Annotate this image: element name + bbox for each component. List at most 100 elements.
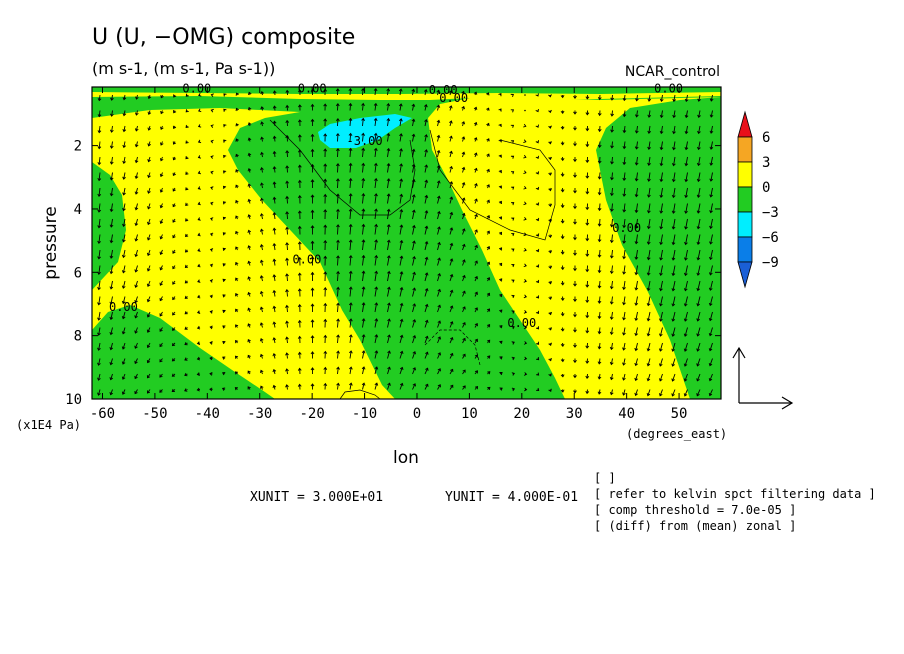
vector-arrowhead (486, 92, 490, 96)
vector-arrowhead (548, 373, 552, 377)
vector-arrowhead (436, 89, 441, 93)
vector-arrow (647, 327, 651, 336)
vector-arrowhead (659, 98, 664, 102)
vector-arrowhead (209, 356, 213, 361)
vector-arrowhead (361, 117, 365, 121)
vector-arrowhead (310, 240, 315, 244)
vector-arrowhead (310, 103, 315, 107)
vector-arrowhead (386, 239, 391, 243)
vector-arrow (635, 265, 638, 275)
vector-arrowhead (222, 294, 226, 298)
vector-arrow (349, 287, 352, 297)
vector-arrowhead (310, 383, 315, 387)
vector-arrowhead (310, 133, 315, 137)
vector-arrow (147, 280, 151, 287)
vector-arrowhead (622, 177, 627, 182)
vector-arrowhead (597, 96, 602, 101)
vector-arrowhead (285, 89, 290, 93)
vector-arrow (374, 193, 377, 204)
vector-arrowhead (323, 271, 328, 275)
vector-arrowhead (634, 272, 639, 276)
vector-arrow (387, 240, 390, 251)
vector-arrowhead (348, 366, 353, 370)
vector-arrowhead (709, 210, 713, 214)
vector-arrowhead (172, 157, 177, 161)
vector-arrow (623, 94, 626, 101)
vector-arrow (399, 225, 403, 235)
vector-arrow (110, 296, 113, 305)
vector-arrow (387, 88, 389, 96)
vector-arrow (697, 327, 701, 337)
vector-arrowhead (185, 140, 189, 144)
vector-arrowhead (573, 344, 577, 348)
vector-arrow (387, 383, 391, 390)
vector-arrowhead (412, 240, 416, 244)
vector-arrowhead (259, 259, 264, 263)
vector-arrow (424, 352, 428, 359)
vector-arrow (160, 218, 163, 224)
vector-arrowhead (386, 193, 391, 197)
vector-arrowhead (585, 253, 590, 257)
vector-arrowhead (260, 182, 264, 186)
vector-arrowhead (659, 130, 664, 135)
vector-arrowhead (335, 117, 340, 122)
vector-arrow (412, 134, 415, 142)
vector-arrowhead (134, 207, 139, 211)
vector-arrowhead (696, 178, 701, 183)
vector-arrowhead (172, 312, 176, 316)
vector-arrowhead (223, 185, 227, 189)
vector-arrowhead (159, 328, 163, 332)
vector-arrow (273, 212, 276, 220)
vector-arrowhead (247, 323, 251, 327)
vector-arrowhead (323, 133, 328, 137)
vector-arrowhead (399, 286, 404, 291)
vector-arrowhead (399, 302, 404, 307)
vector-arrow (412, 104, 415, 111)
vector-arrow (337, 383, 339, 390)
vector-arrowhead (121, 346, 126, 350)
vector-arrow (98, 358, 101, 366)
vector-arrowhead (535, 357, 540, 361)
vector-arrowhead (348, 162, 353, 167)
vector-arrow (399, 179, 402, 189)
vector-arrowhead (285, 273, 289, 277)
vector-arrow (387, 303, 390, 313)
vector-arrow (598, 249, 601, 258)
vector-arrowhead (336, 224, 340, 228)
vector-arrow (387, 163, 390, 173)
vector-arrowhead (437, 352, 442, 356)
vector-arrow (273, 182, 276, 189)
vector-arrow (349, 163, 352, 173)
vector-arrowhead (462, 243, 466, 248)
vector-arrowhead (209, 325, 213, 330)
chart-title: U (U, −OMG) composite (92, 25, 355, 50)
vector-arrowhead (198, 108, 202, 113)
vector-arrow (399, 271, 403, 282)
vector-arrow (424, 272, 428, 282)
vector-arrowhead (535, 326, 540, 330)
vector-arrow (412, 89, 415, 96)
vector-arrowhead (297, 149, 302, 153)
x-axis-units: (degrees_east) (626, 427, 727, 441)
vector-arrow (412, 194, 415, 204)
vector-arrow (697, 187, 701, 198)
vector-arrowhead (185, 233, 189, 238)
vector-arrow (349, 148, 352, 158)
vector-arrowhead (461, 151, 466, 155)
vector-arrowhead (259, 306, 264, 310)
vector-arrowhead (448, 90, 453, 94)
vector-arrowhead (272, 258, 277, 262)
vector-arrow (684, 311, 688, 322)
vector-arrowhead (449, 321, 454, 325)
vector-arrowhead (622, 161, 627, 166)
vector-arrowhead (535, 310, 539, 315)
vector-arrowhead (234, 355, 239, 359)
vector-arrow (437, 135, 440, 142)
vector-arrow (110, 249, 113, 259)
vector-arrowhead (498, 231, 503, 235)
vector-arrowhead (374, 318, 379, 322)
vector-arrowhead (97, 256, 101, 260)
vector-arrowhead (560, 173, 565, 177)
vector-arrow (286, 181, 288, 189)
vector-arrowhead (672, 114, 676, 119)
